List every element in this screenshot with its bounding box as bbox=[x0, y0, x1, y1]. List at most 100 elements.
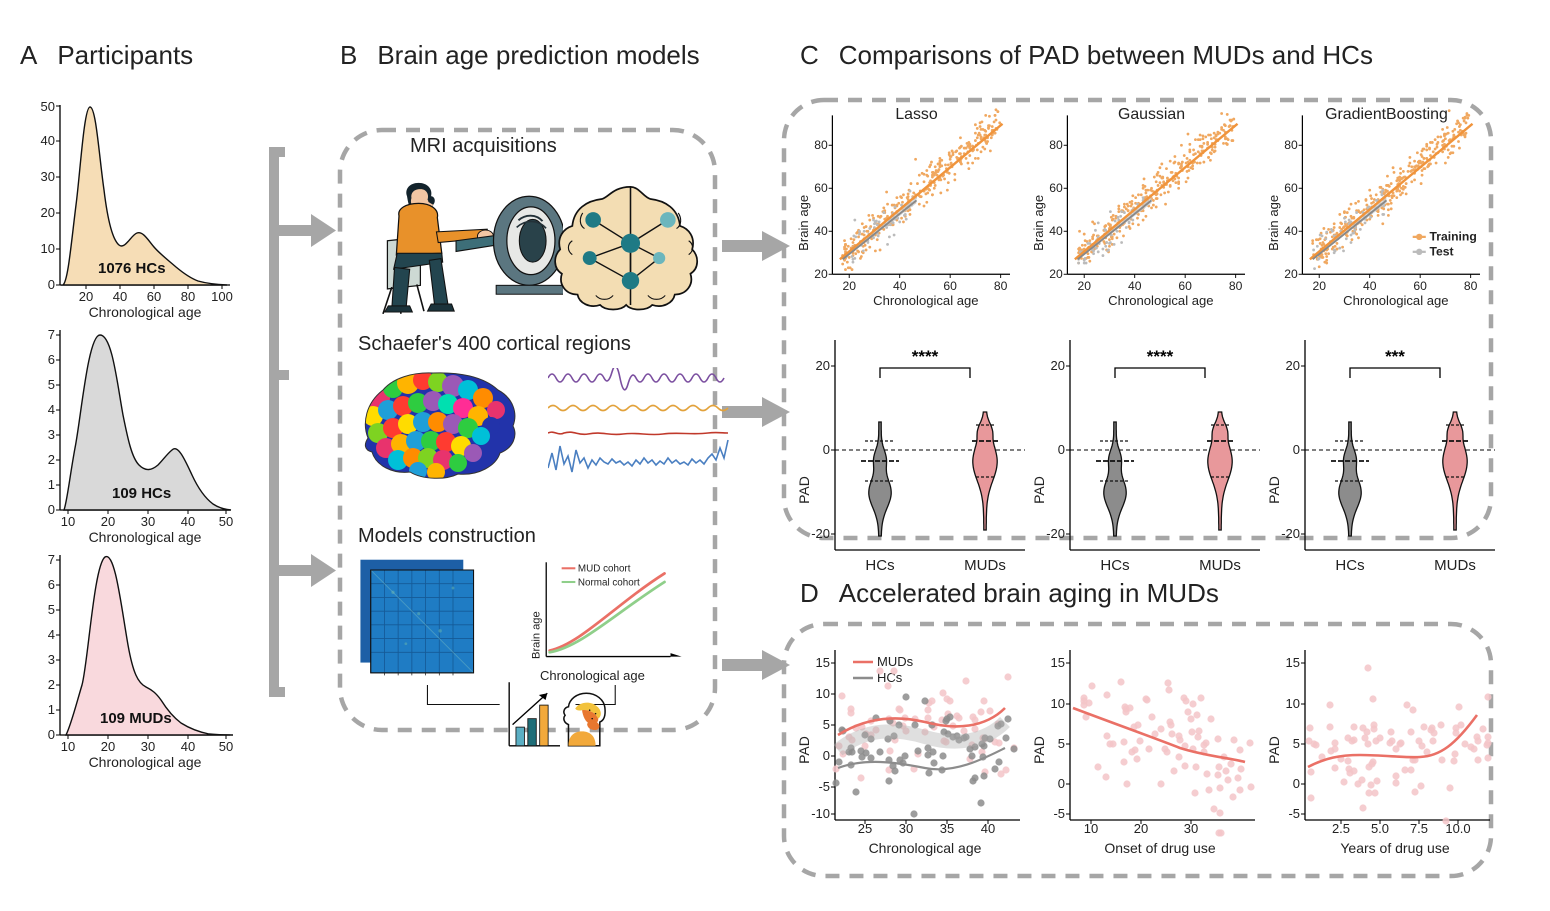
svg-text:40: 40 bbox=[893, 279, 907, 293]
svg-text:MUDs: MUDs bbox=[1199, 557, 1241, 574]
svg-text:Gaussian: Gaussian bbox=[1118, 106, 1185, 123]
svg-text:80: 80 bbox=[1284, 138, 1298, 152]
svg-text:40: 40 bbox=[1049, 224, 1063, 238]
svg-text:0: 0 bbox=[823, 748, 830, 763]
svg-text:Chronological age: Chronological age bbox=[1108, 293, 1213, 308]
svg-text:HCs: HCs bbox=[1100, 557, 1129, 574]
svg-text:109 MUDs: 109 MUDs bbox=[100, 710, 172, 727]
svg-text:****: **** bbox=[1147, 347, 1174, 366]
svg-text:20: 20 bbox=[842, 279, 856, 293]
svg-text:5: 5 bbox=[48, 602, 55, 617]
svg-text:Years of drug use: Years of drug use bbox=[1340, 840, 1449, 856]
svg-text:0: 0 bbox=[1058, 776, 1065, 791]
svg-text:50: 50 bbox=[41, 99, 55, 114]
svg-text:Chronological age: Chronological age bbox=[873, 293, 978, 308]
svg-text:1076 HCs: 1076 HCs bbox=[98, 260, 166, 277]
svg-text:4: 4 bbox=[48, 627, 55, 642]
svg-text:80: 80 bbox=[181, 289, 195, 304]
svg-text:60: 60 bbox=[1178, 279, 1192, 293]
svg-text:60: 60 bbox=[1413, 279, 1427, 293]
svg-text:1: 1 bbox=[48, 702, 55, 717]
svg-text:-20: -20 bbox=[1046, 526, 1065, 541]
svg-text:20: 20 bbox=[41, 205, 55, 220]
svg-text:Chronological age: Chronological age bbox=[869, 840, 982, 856]
svg-text:6: 6 bbox=[48, 577, 55, 592]
svg-text:0: 0 bbox=[48, 502, 55, 517]
svg-text:-10: -10 bbox=[811, 806, 830, 821]
svg-text:PAD: PAD bbox=[1266, 476, 1282, 504]
svg-text:1: 1 bbox=[48, 477, 55, 492]
svg-text:Chronological age: Chronological age bbox=[89, 754, 202, 770]
svg-text:20: 20 bbox=[1049, 267, 1063, 281]
svg-text:GradientBoosting: GradientBoosting bbox=[1325, 106, 1448, 123]
svg-text:MUDs: MUDs bbox=[964, 557, 1006, 574]
svg-text:***: *** bbox=[1385, 347, 1405, 366]
svg-text:10: 10 bbox=[61, 514, 75, 529]
svg-text:0: 0 bbox=[1058, 442, 1065, 457]
svg-text:100: 100 bbox=[211, 289, 233, 304]
svg-text:40: 40 bbox=[1128, 279, 1142, 293]
svg-text:80: 80 bbox=[1049, 138, 1063, 152]
svg-text:MUDs: MUDs bbox=[877, 654, 914, 669]
svg-text:80: 80 bbox=[1229, 279, 1243, 293]
svg-text:PAD: PAD bbox=[796, 736, 812, 764]
svg-text:2: 2 bbox=[48, 677, 55, 692]
svg-text:5: 5 bbox=[48, 377, 55, 392]
svg-text:Brain age: Brain age bbox=[530, 611, 542, 659]
svg-text:HCs: HCs bbox=[1335, 557, 1364, 574]
svg-text:80: 80 bbox=[994, 279, 1008, 293]
svg-text:Lasso: Lasso bbox=[895, 106, 938, 123]
svg-text:****: **** bbox=[912, 347, 939, 366]
svg-text:20: 20 bbox=[1312, 279, 1326, 293]
svg-text:3: 3 bbox=[48, 652, 55, 667]
svg-text:0: 0 bbox=[48, 727, 55, 742]
svg-text:15: 15 bbox=[1286, 655, 1300, 670]
svg-text:PAD: PAD bbox=[1031, 476, 1047, 504]
svg-text:0: 0 bbox=[48, 277, 55, 292]
svg-text:5: 5 bbox=[823, 717, 830, 732]
svg-text:10: 10 bbox=[1286, 696, 1300, 711]
svg-text:-5: -5 bbox=[1053, 806, 1065, 821]
svg-text:Chronological age: Chronological age bbox=[89, 304, 202, 320]
svg-text:15: 15 bbox=[1051, 655, 1065, 670]
svg-text:40: 40 bbox=[1284, 224, 1298, 238]
svg-text:40: 40 bbox=[181, 739, 195, 754]
svg-text:80: 80 bbox=[814, 138, 828, 152]
svg-text:Brain age: Brain age bbox=[1031, 195, 1046, 251]
svg-text:40: 40 bbox=[113, 289, 127, 304]
svg-text:20: 20 bbox=[1284, 267, 1298, 281]
svg-text:40: 40 bbox=[1363, 279, 1377, 293]
svg-text:80: 80 bbox=[1464, 279, 1478, 293]
svg-text:20: 20 bbox=[79, 289, 93, 304]
svg-text:0: 0 bbox=[1293, 442, 1300, 457]
svg-text:6: 6 bbox=[48, 352, 55, 367]
svg-text:50: 50 bbox=[219, 739, 233, 754]
svg-text:Chronological age: Chronological age bbox=[1343, 293, 1448, 308]
svg-text:20: 20 bbox=[1286, 358, 1300, 373]
svg-text:-5: -5 bbox=[818, 779, 830, 794]
svg-text:5: 5 bbox=[1293, 736, 1300, 751]
svg-text:20: 20 bbox=[101, 739, 115, 754]
svg-text:Normal cohort: Normal cohort bbox=[578, 577, 640, 588]
svg-text:20: 20 bbox=[101, 514, 115, 529]
svg-text:30: 30 bbox=[141, 739, 155, 754]
svg-text:Training: Training bbox=[1430, 230, 1477, 244]
svg-text:10: 10 bbox=[1051, 696, 1065, 711]
svg-text:4: 4 bbox=[48, 402, 55, 417]
svg-text:2: 2 bbox=[48, 452, 55, 467]
svg-text:3: 3 bbox=[48, 427, 55, 442]
svg-text:HCs: HCs bbox=[865, 557, 894, 574]
svg-text:30: 30 bbox=[141, 514, 155, 529]
svg-text:60: 60 bbox=[943, 279, 957, 293]
svg-text:Chronological age: Chronological age bbox=[89, 529, 202, 545]
svg-text:20: 20 bbox=[1077, 279, 1091, 293]
svg-text:109 HCs: 109 HCs bbox=[112, 485, 171, 502]
svg-text:10: 10 bbox=[61, 739, 75, 754]
svg-text:PAD: PAD bbox=[796, 476, 812, 504]
svg-text:20: 20 bbox=[814, 267, 828, 281]
svg-text:40: 40 bbox=[41, 133, 55, 148]
svg-text:40: 40 bbox=[814, 224, 828, 238]
svg-text:20: 20 bbox=[1051, 358, 1065, 373]
svg-text:60: 60 bbox=[1049, 181, 1063, 195]
svg-text:Onset of drug use: Onset of drug use bbox=[1104, 840, 1216, 856]
